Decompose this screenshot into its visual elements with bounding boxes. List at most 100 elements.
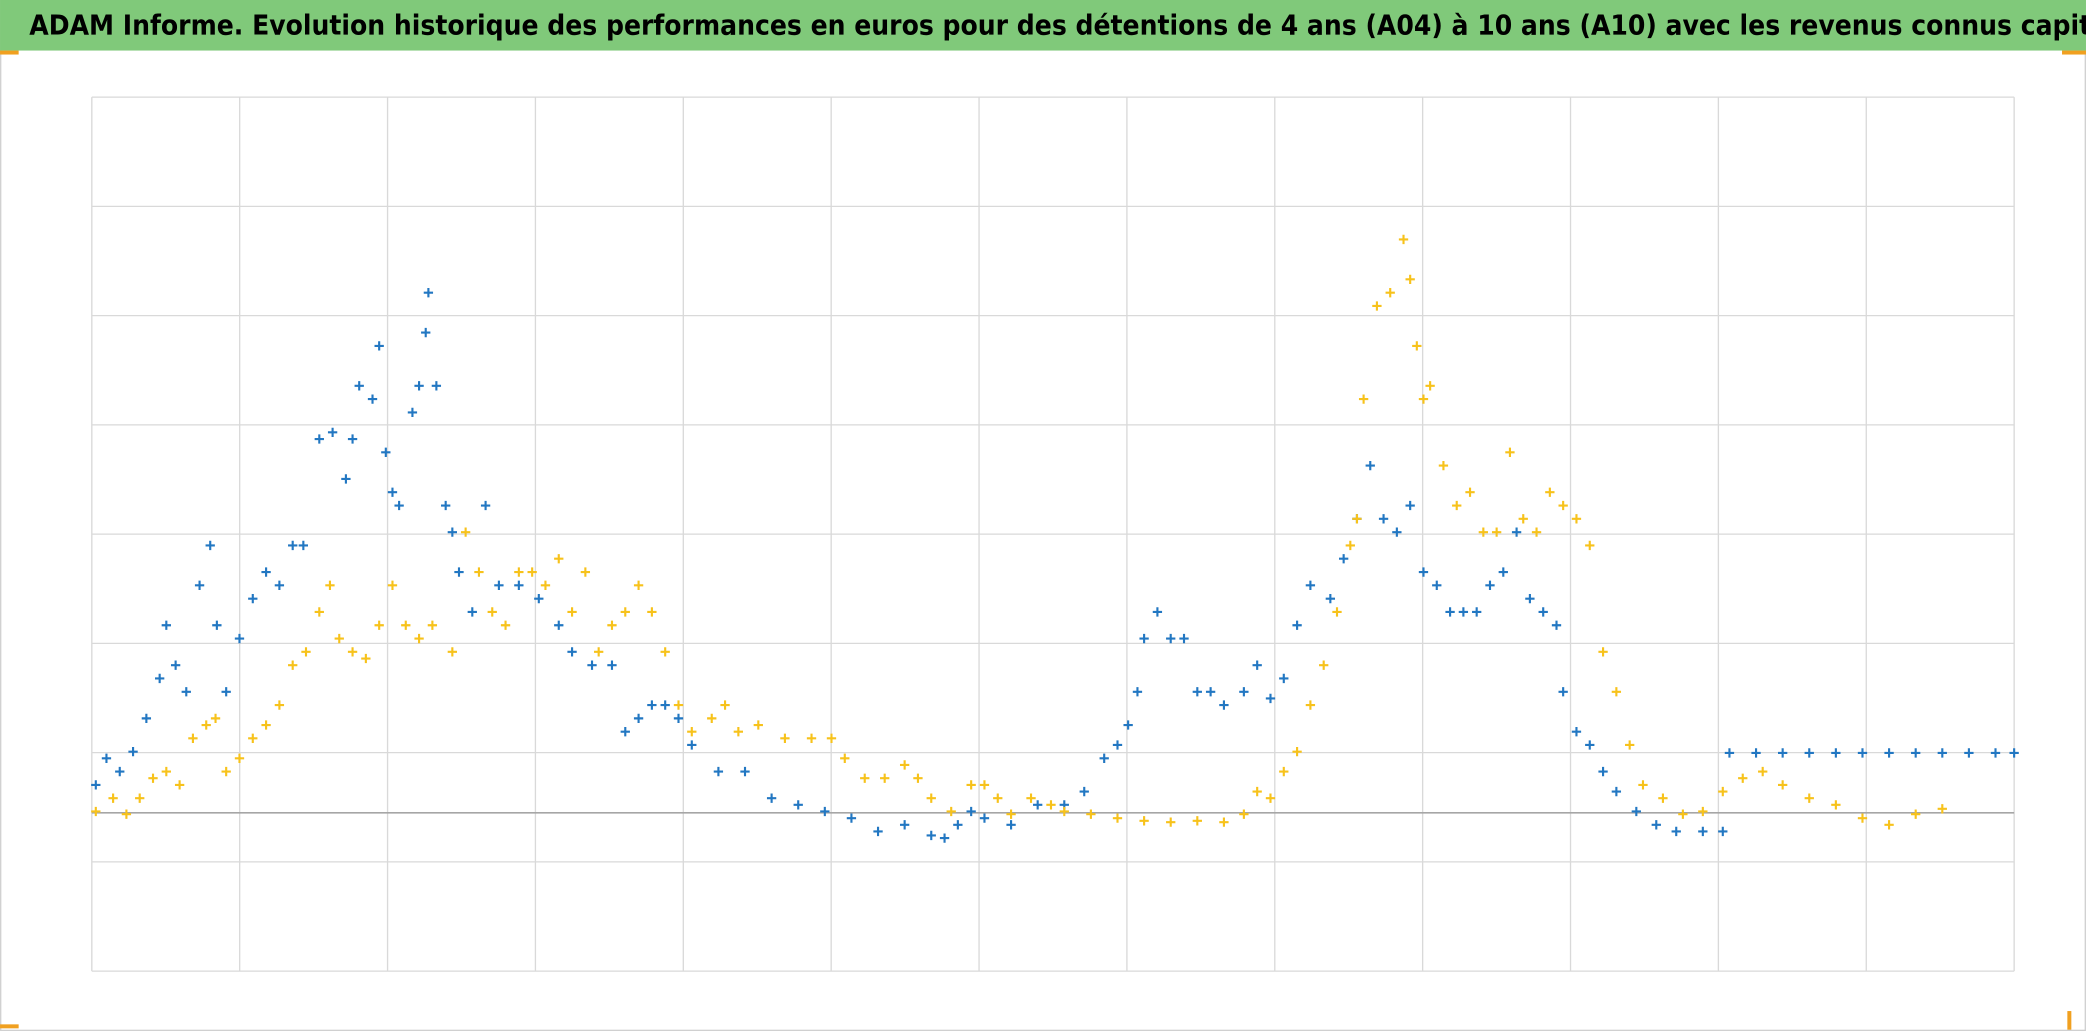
point <box>1857 748 1868 758</box>
point <box>753 720 763 730</box>
point <box>620 607 630 617</box>
point <box>1937 748 1947 758</box>
point <box>1365 460 1375 471</box>
point <box>474 567 484 577</box>
point <box>1358 394 1369 404</box>
point <box>1538 607 1548 617</box>
point <box>1425 381 1435 391</box>
point <box>414 381 424 391</box>
point <box>174 780 185 790</box>
point <box>234 633 245 644</box>
point <box>1006 809 1016 819</box>
point <box>1059 806 1069 817</box>
point <box>673 713 684 724</box>
point <box>1558 500 1568 511</box>
point <box>1485 580 1495 590</box>
point <box>1911 809 1921 819</box>
point <box>1219 700 1229 710</box>
point <box>966 780 976 790</box>
point <box>1638 780 1648 790</box>
point <box>713 766 724 777</box>
point <box>1132 687 1143 697</box>
point <box>780 733 790 743</box>
point <box>873 826 883 837</box>
point <box>1432 580 1442 590</box>
point <box>534 593 544 604</box>
point <box>1651 820 1661 830</box>
point <box>1385 288 1395 298</box>
point <box>1086 809 1096 819</box>
point <box>766 793 777 803</box>
point <box>880 773 890 783</box>
point <box>660 647 670 657</box>
point <box>1545 487 1555 497</box>
point <box>288 660 298 670</box>
point <box>347 434 358 444</box>
point <box>1751 748 1761 758</box>
point <box>1678 809 1688 819</box>
point <box>421 327 431 338</box>
point <box>1112 740 1123 750</box>
point <box>1671 826 1681 837</box>
point <box>820 806 830 817</box>
point <box>1518 514 1528 524</box>
point <box>899 760 910 770</box>
point <box>454 567 464 577</box>
point <box>1598 766 1608 777</box>
point <box>1491 527 1502 537</box>
point <box>793 800 803 810</box>
point <box>1192 687 1202 697</box>
point <box>1611 687 1622 697</box>
point <box>1325 593 1336 604</box>
point <box>381 447 391 457</box>
point <box>1265 693 1276 704</box>
point <box>1718 826 1728 837</box>
point <box>1831 748 1841 758</box>
point <box>1392 527 1402 537</box>
point <box>647 700 657 710</box>
point <box>926 793 936 803</box>
point <box>210 713 221 724</box>
point <box>1571 514 1582 524</box>
point <box>1990 748 2001 758</box>
point <box>341 474 351 484</box>
point <box>221 766 231 777</box>
point <box>367 394 378 404</box>
title-band <box>0 0 2086 51</box>
point <box>161 620 171 630</box>
point <box>1166 817 1176 827</box>
point <box>1758 766 1768 777</box>
point <box>527 567 537 577</box>
point <box>806 733 817 743</box>
point <box>647 607 657 617</box>
point <box>707 713 717 724</box>
point <box>1778 780 1788 790</box>
point <box>101 753 112 763</box>
point <box>620 727 630 737</box>
point <box>327 427 338 438</box>
point <box>1585 740 1595 750</box>
point <box>1884 748 1894 758</box>
point <box>467 607 477 617</box>
point <box>155 673 165 684</box>
point <box>91 806 101 817</box>
point <box>673 700 684 710</box>
point <box>1033 800 1043 810</box>
point <box>181 687 191 697</box>
point <box>128 746 138 757</box>
point <box>1551 620 1562 630</box>
point <box>1631 806 1641 817</box>
corner <box>2067 1011 2072 1030</box>
point <box>212 620 222 630</box>
point <box>580 567 591 577</box>
point <box>441 500 451 511</box>
point <box>347 647 358 657</box>
point <box>1378 514 1389 524</box>
point <box>1398 234 1409 245</box>
point <box>1046 800 1056 810</box>
point <box>1026 793 1036 803</box>
point <box>633 580 644 590</box>
